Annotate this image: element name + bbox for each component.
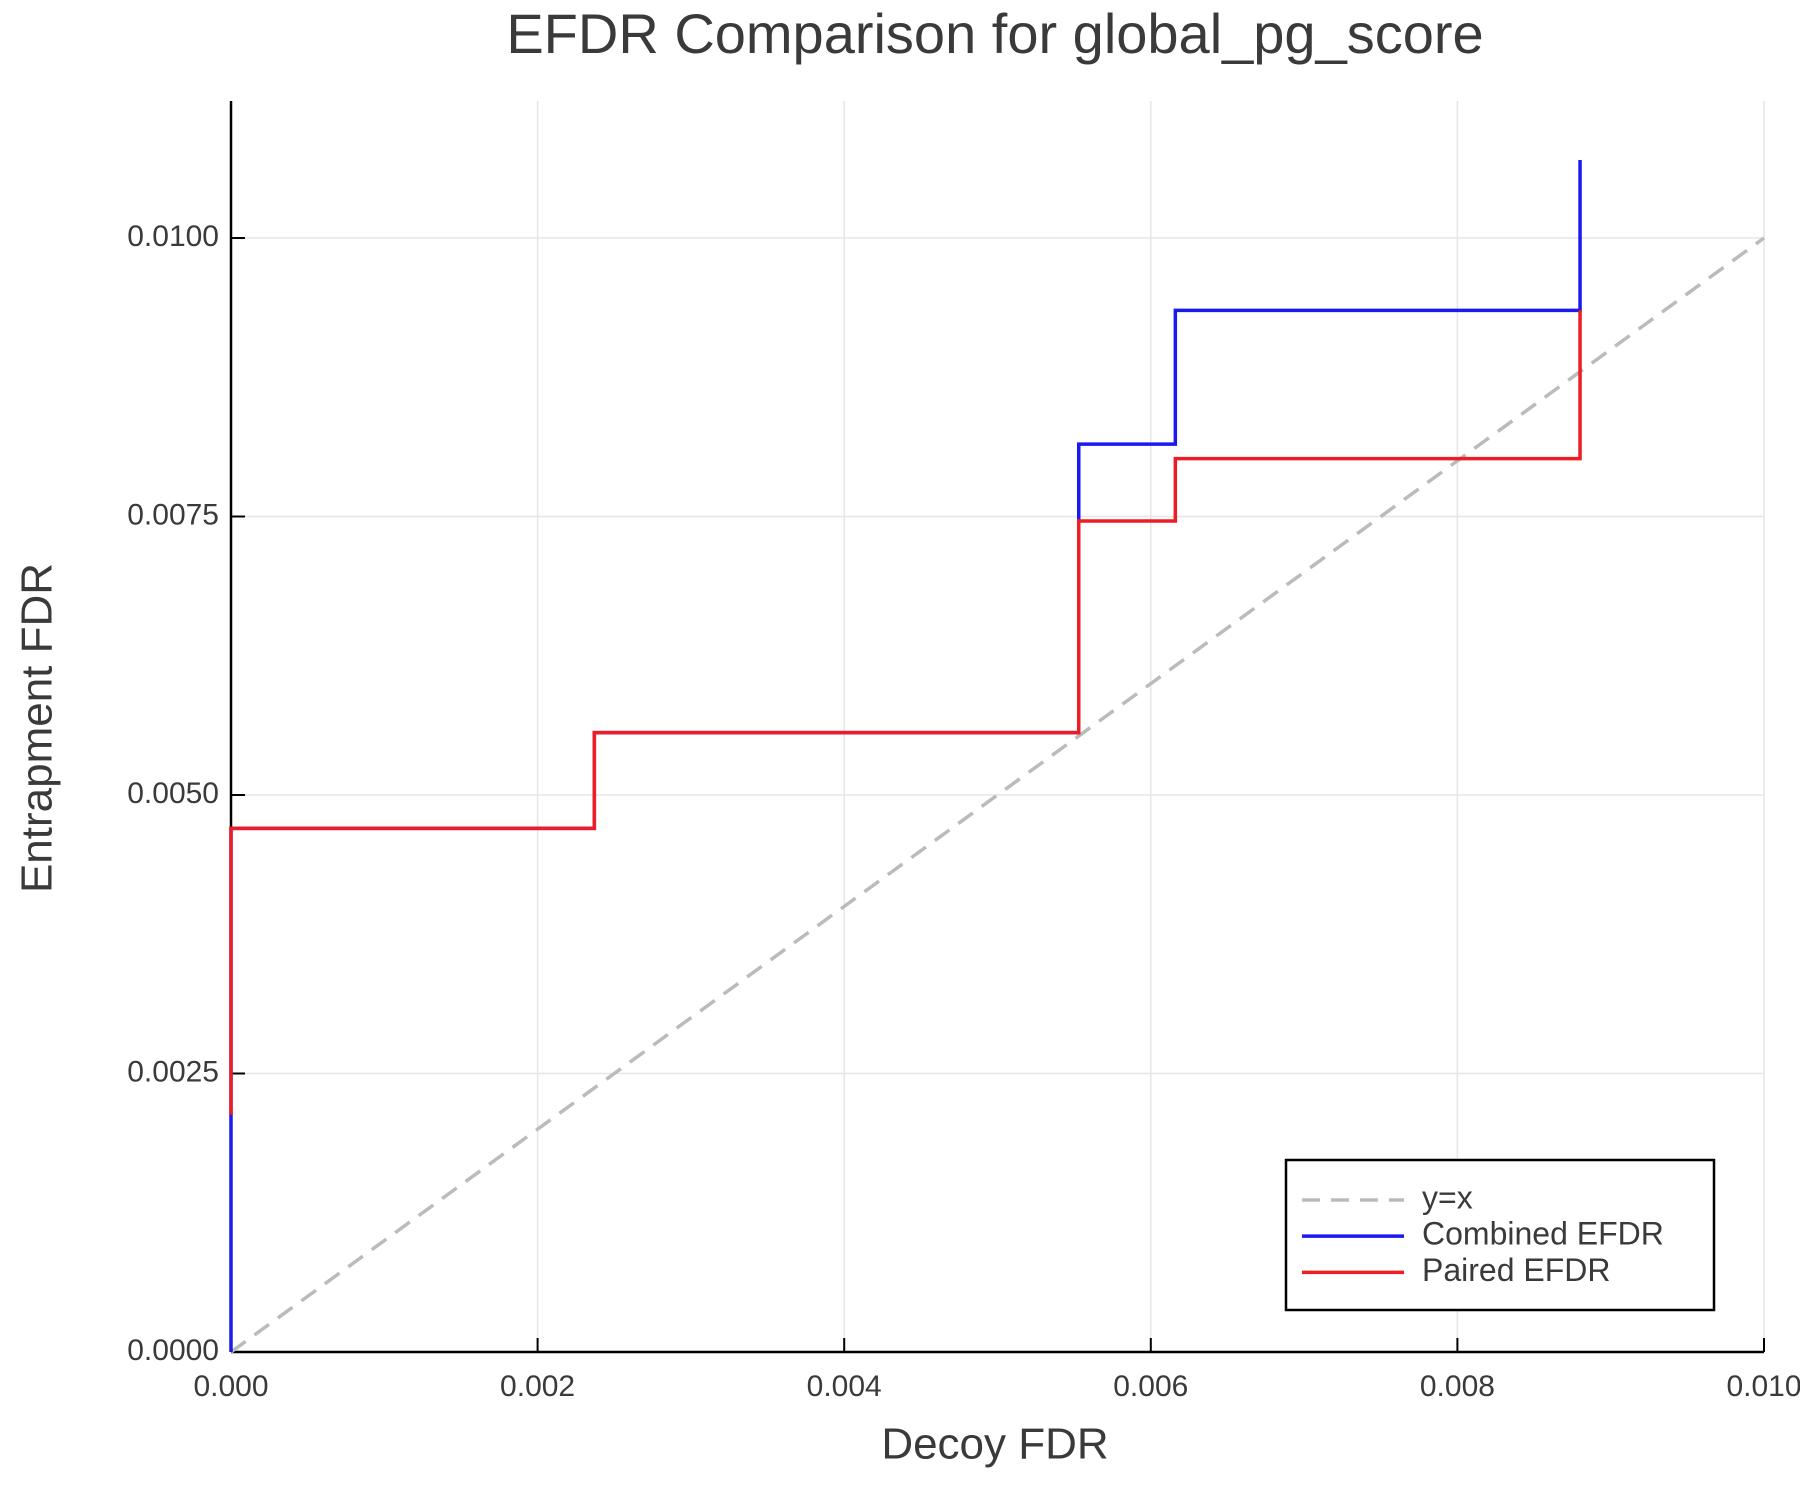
y-tick-label: 0.0100: [127, 220, 219, 253]
legend-label: Paired EFDR: [1422, 1252, 1611, 1288]
y-axis-label: Entrapment FDR: [13, 563, 62, 893]
x-tick-label: 0.002: [500, 1370, 575, 1403]
x-axis-label: Decoy FDR: [881, 1420, 1108, 1469]
x-tick-label: 0.008: [1420, 1370, 1495, 1403]
x-tick-label: 0.000: [193, 1370, 268, 1403]
x-tick-label: 0.004: [807, 1370, 882, 1403]
y-tick-label: 0.0000: [127, 1334, 219, 1367]
y-tick-label: 0.0025: [127, 1055, 219, 1088]
legend-label: y=x: [1422, 1179, 1473, 1215]
y-tick-label: 0.0075: [127, 498, 219, 531]
legend-label: Combined EFDR: [1422, 1216, 1664, 1252]
y-tick-label: 0.0050: [127, 777, 219, 810]
x-tick-label: 0.010: [1726, 1370, 1800, 1403]
chart-title: EFDR Comparison for global_pg_score: [506, 2, 1483, 65]
series-line: [229, 310, 1582, 1115]
series-line: [229, 236, 1766, 1354]
x-tick-label: 0.006: [1113, 1370, 1188, 1403]
